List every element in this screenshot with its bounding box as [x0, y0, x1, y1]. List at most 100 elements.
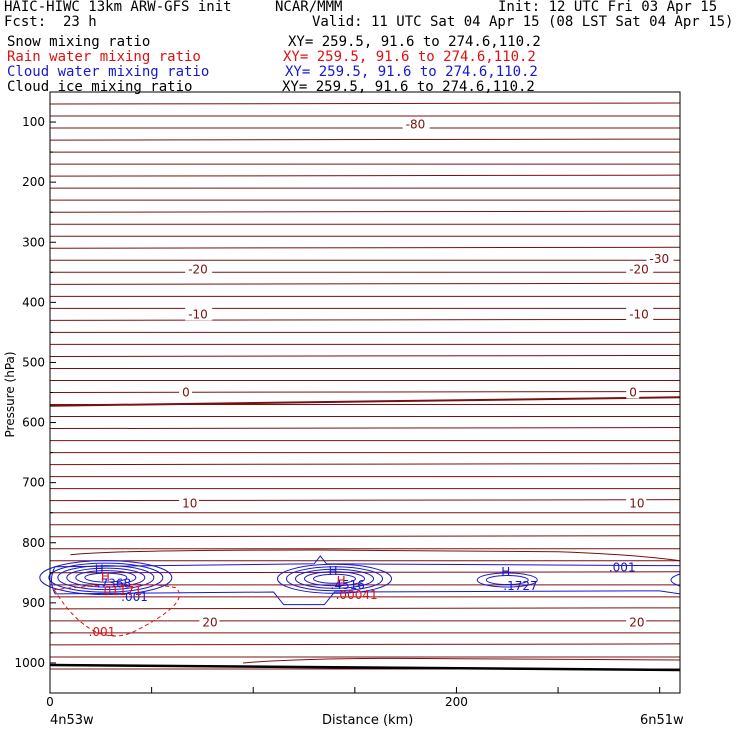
background-contours — [49, 102, 681, 670]
isotherm-label-bg — [626, 615, 647, 629]
field-rain-xy: XY= 259.5, 91.6 to 274.6,110.2 — [283, 49, 536, 65]
isotherm-label: 10 — [629, 497, 644, 511]
contour-line — [49, 138, 681, 141]
isotherm-contours — [49, 396, 681, 664]
cloud-water-contour — [670, 573, 681, 587]
cloud-contour-label: .001 — [609, 561, 636, 575]
isotherm-label: 20 — [629, 616, 644, 630]
cloud-max-mark: H — [95, 563, 104, 577]
y-tick-label: 900 — [22, 596, 45, 610]
cloud-water-contour — [39, 560, 173, 596]
isotherm-label-bg — [179, 496, 200, 510]
cloud-water-contour — [286, 566, 384, 592]
isotherm-label: 0 — [182, 386, 190, 400]
contour-line — [49, 210, 681, 213]
cloud-water-contour — [48, 562, 164, 593]
isotherm-label-bg — [626, 262, 654, 276]
rain-max-mark: H — [337, 574, 346, 588]
y-tick-label: 100 — [22, 115, 45, 129]
isotherm-label: -20 — [629, 262, 649, 276]
contour-line — [49, 318, 681, 321]
y-tick-label: 500 — [22, 355, 45, 369]
isotherm-label: 10 — [182, 497, 197, 511]
surface-line — [49, 663, 681, 672]
rain-max-mark: H — [101, 570, 110, 584]
contour-line — [70, 549, 681, 562]
field-cloudwater-xy: XY= 259.5, 91.6 to 274.6,110.2 — [285, 64, 538, 80]
isotherm-label-bg — [402, 117, 430, 131]
rain-contour-label: .001 — [89, 625, 116, 639]
rain-water-contours — [53, 583, 180, 637]
isotherm-label-bg — [626, 307, 654, 321]
init-time: Init: 12 UTC Fri 03 Apr 15 — [498, 0, 718, 15]
cloud-water-contour — [51, 566, 56, 595]
contour-line — [49, 571, 681, 574]
field-snow-name: Snow mixing ratio — [7, 34, 151, 50]
isotherm-label-bg — [185, 262, 213, 276]
isotherm-label-bg — [626, 496, 647, 510]
contour-line — [49, 463, 681, 466]
contour-line — [49, 174, 681, 177]
contour-line — [49, 427, 681, 430]
contour-line — [49, 535, 681, 538]
cloud-water-contour — [75, 570, 137, 586]
x-axis-label: Distance (km) — [322, 713, 414, 728]
cloud-water-contour — [304, 571, 366, 587]
contour-line — [49, 354, 681, 357]
field-rain-name: Rain water mixing ratio — [7, 49, 201, 65]
y-tick-label: 400 — [22, 295, 45, 309]
cloud-max-value: .4516 — [331, 578, 365, 592]
cloud-max-mark: H — [501, 565, 510, 579]
isotherm-label-bg — [646, 252, 674, 266]
contour-line — [243, 657, 681, 664]
contour-line — [49, 102, 681, 105]
isotherm-label-bg — [199, 615, 220, 629]
isotherm-label: -30 — [650, 252, 670, 266]
y-tick-label: 700 — [22, 476, 45, 490]
field-cloudice-name: Cloud ice mixing ratio — [7, 79, 193, 95]
isotherm-label: 0 — [629, 386, 637, 400]
field-snow-xy: XY= 259.5, 91.6 to 274.6,110.2 — [288, 34, 541, 50]
field-cloudice-xy: XY= 259.5, 91.6 to 274.6,110.2 — [282, 79, 535, 95]
contour-line — [49, 282, 681, 285]
cloud-water-contour — [66, 567, 146, 588]
contour-line — [49, 607, 681, 610]
cloud-water-contour — [84, 572, 128, 583]
isotherm-label: -10 — [629, 307, 649, 321]
y-tick-label: 300 — [22, 235, 45, 249]
contour-line — [49, 499, 681, 502]
y-tick-label: 1000 — [14, 656, 45, 670]
rain-max-value: .01171 — [100, 584, 142, 598]
contour-line — [49, 391, 681, 393]
isotherm-label-bg — [179, 385, 193, 399]
y-tick-label: 600 — [22, 416, 45, 430]
x-left-end-label: 4n53w — [50, 713, 94, 728]
cloud-max-value: .1727 — [503, 579, 537, 593]
cloud-max-value: .7368 — [97, 577, 131, 591]
isotherm-label-bg — [626, 385, 640, 399]
y-axis-label: Pressure (hPa) — [3, 351, 17, 437]
x-tick-label: 0 — [46, 695, 54, 709]
x-right-end-label: 6n51w — [640, 713, 684, 728]
isotherm-label-bg — [185, 307, 213, 321]
cloud-water-contour — [57, 565, 155, 591]
zero-isotherm-line — [49, 396, 681, 407]
isotherm-label: -80 — [406, 117, 426, 131]
isotherm-label: -20 — [188, 262, 208, 276]
cloud-water-contours — [39, 555, 681, 606]
cloud-water-contour — [54, 555, 681, 606]
cloud-water-contour — [295, 568, 375, 589]
y-tick-label: 800 — [22, 536, 45, 550]
forecast-label: Fcst: — [4, 14, 47, 30]
cloud-water-contour — [485, 575, 529, 586]
valid-time: Valid: 11 UTC Sat 04 Apr 15 (08 LST Sat … — [312, 14, 734, 30]
y-tick-label: 200 — [22, 175, 45, 189]
field-cloudwater-name: Cloud water mixing ratio — [7, 64, 210, 80]
contour-line — [49, 246, 681, 249]
rain-max-value: .00041 — [336, 588, 378, 602]
cloud-water-contour — [313, 573, 357, 584]
isotherm-label: 20 — [202, 616, 217, 630]
contour-line — [49, 643, 681, 646]
cloud-contour-label: .001 — [121, 590, 148, 604]
